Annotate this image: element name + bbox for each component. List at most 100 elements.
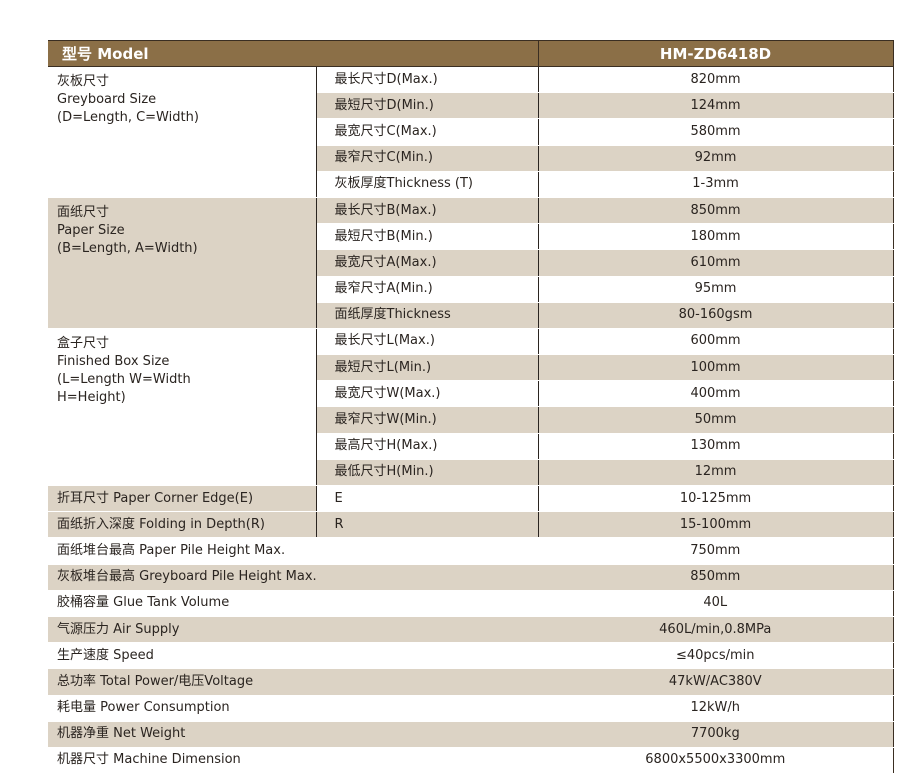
param-label: 总功率 Total Power/电压Voltage — [48, 668, 539, 696]
group-label-line: 面纸尺寸 — [57, 204, 110, 220]
table-row: 灰板堆台最高 Greyboard Pile Height Max. 850mm — [48, 564, 894, 591]
param-name: 最低尺寸H(Min.) — [316, 459, 539, 487]
table-row: 生产速度 Speed ≤40pcs/min — [48, 642, 894, 670]
param-value: 850mm — [538, 197, 894, 225]
param-label: 耗电量 Power Consumption — [48, 695, 539, 722]
param-value: 610mm — [538, 249, 894, 277]
param-value: 580mm — [538, 118, 894, 146]
param-value: 92mm — [538, 145, 894, 172]
param-value: 95mm — [538, 276, 894, 303]
param-symbol: E — [316, 485, 539, 513]
header-row: 型号 Model HM-ZD6418D — [48, 40, 894, 67]
param-value: 130mm — [538, 433, 894, 460]
table-row: 最高尺寸H(Max.) 130mm — [48, 433, 894, 460]
param-value: 6800x5500x3300mm — [538, 747, 894, 774]
table-row: 灰板尺寸 Greyboard Size (D=Length, C=Width) 最长尺… — [48, 66, 894, 198]
param-value: 750mm — [538, 537, 894, 565]
table-row: 最宽尺寸W(Max.) 400mm — [48, 380, 894, 408]
table-row: 总功率 Total Power/电压Voltage 47kW/AC380V — [48, 668, 894, 696]
param-label: 气源压力 Air Supply — [48, 616, 539, 644]
group-label-line: Greyboard Size — [57, 92, 157, 107]
model-label: 型号 Model — [48, 40, 539, 67]
param-value: 12mm — [538, 459, 894, 487]
param-value: 15-100mm — [538, 511, 894, 539]
group-label-line: (B=Length, A=Width) — [57, 240, 198, 256]
group-label: 面纸尺寸 Paper Size (B=Length, A=Width) — [48, 197, 317, 329]
param-value: 80-160gsm — [538, 302, 894, 329]
group-label-line: (D=Length, C=Width) — [57, 110, 199, 125]
param-label: 面纸堆台最高 Paper Pile Height Max. — [48, 537, 539, 565]
param-name: 面纸厚度Thickness — [316, 302, 539, 329]
table-row: 灰板厚度Thickness (T) 1-3mm — [48, 171, 894, 198]
group-label-line: 灰板尺寸 — [57, 74, 110, 89]
param-value: 400mm — [538, 380, 894, 408]
param-value: 600mm — [538, 328, 894, 356]
param-name: 最窄尺寸W(Min.) — [316, 406, 539, 434]
param-name: 最宽尺寸C(Max.) — [316, 118, 539, 146]
param-label: 胶桶容量 Glue Tank Volume — [48, 590, 539, 617]
table-row: 面纸尺寸 Paper Size (B=Length, A=Width) 最长尺寸B(M… — [48, 197, 894, 329]
param-value: 100mm — [538, 354, 894, 382]
table-row: 最短尺寸D(Min.) 124mm — [48, 92, 894, 120]
table-row: 机器净重 Net Weight 7700kg — [48, 721, 894, 748]
table-row: 最窄尺寸C(Min.) 92mm — [48, 145, 894, 172]
param-value: 7700kg — [538, 721, 894, 748]
param-name: 最窄尺寸C(Min.) — [316, 145, 539, 172]
param-label: 灰板堆台最高 Greyboard Pile Height Max. — [48, 564, 539, 591]
group-label-line: 盒子尺寸 — [57, 335, 110, 351]
param-name: 最长尺寸L(Max.) — [316, 328, 539, 356]
param-label: 机器净重 Net Weight — [48, 721, 539, 748]
param-name: 最短尺寸L(Min.) — [316, 354, 539, 382]
param-name: 最短尺寸B(Min.) — [316, 223, 539, 251]
table-row: 面纸折入深度 Folding in Depth(R) R 15-100mm — [48, 511, 894, 539]
param-name: 最宽尺寸A(Max.) — [316, 249, 539, 277]
group-label: 灰板尺寸 Greyboard Size (D=Length, C=Width) — [48, 66, 317, 198]
param-label: 折耳尺寸 Paper Corner Edge(E) — [48, 485, 317, 513]
param-name: 最短尺寸D(Min.) — [316, 92, 539, 120]
group-label-line: Finished Box Size — [57, 353, 170, 369]
table-row: 气源压力 Air Supply 460L/min,0.8MPa — [48, 616, 894, 644]
table-row: 耗电量 Power Consumption 12kW/h — [48, 695, 894, 722]
param-name: 最长尺寸D(Max.) — [316, 66, 539, 94]
group-label-line: (L=Length W=Width — [57, 371, 191, 387]
param-value: 124mm — [538, 92, 894, 120]
param-value: 10-125mm — [538, 485, 894, 513]
param-name: 最长尺寸B(Max.) — [316, 197, 539, 225]
model-value: HM-ZD6418D — [537, 40, 894, 67]
table-row: 最短尺寸B(Min.) 180mm — [48, 223, 894, 251]
table-row: 胶桶容量 Glue Tank Volume 40L — [48, 590, 894, 617]
group-label-line: H=Height) — [57, 389, 126, 405]
table-row: 最窄尺寸W(Min.) 50mm — [48, 406, 894, 434]
param-value: ≤40pcs/min — [538, 642, 894, 670]
param-name: 最高尺寸H(Max.) — [316, 433, 539, 460]
param-label: 面纸折入深度 Folding in Depth(R) — [48, 511, 317, 539]
param-name: 灰板厚度Thickness (T) — [316, 171, 539, 198]
param-symbol: R — [316, 511, 539, 539]
param-name: 最窄尺寸A(Min.) — [316, 276, 539, 303]
table-row: 折耳尺寸 Paper Corner Edge(E) E 10-125mm — [48, 485, 894, 513]
table-row: 机器尺寸 Machine Dimension 6800x5500x3300mm — [48, 747, 894, 774]
table-row: 最窄尺寸A(Min.) 95mm — [48, 276, 894, 303]
param-label: 机器尺寸 Machine Dimension — [48, 747, 539, 774]
spec-table: 型号 Model HM-ZD6418D 灰板尺寸 Greyboard Size (D… — [48, 40, 894, 774]
param-label: 生产速度 Speed — [48, 642, 539, 670]
param-value: 50mm — [538, 406, 894, 434]
param-value: 12kW/h — [538, 695, 894, 722]
group-label-line: Paper Size — [57, 222, 125, 238]
table-row: 面纸堆台最高 Paper Pile Height Max. 750mm — [48, 537, 894, 565]
table-row: 最宽尺寸A(Max.) 610mm — [48, 249, 894, 277]
param-value: 850mm — [538, 564, 894, 591]
param-value: 460L/min,0.8MPa — [538, 616, 894, 644]
param-value: 40L — [538, 590, 894, 617]
param-name: 最宽尺寸W(Max.) — [316, 380, 539, 408]
param-value: 47kW/AC380V — [538, 668, 894, 696]
table-row: 面纸厚度Thickness 80-160gsm — [48, 302, 894, 329]
table-row: 最宽尺寸C(Max.) 580mm — [48, 118, 894, 146]
table-row: 最低尺寸H(Min.) 12mm — [48, 459, 894, 487]
table-row: 盒子尺寸 Finished Box Size (L=Length W=Width H=… — [48, 328, 894, 487]
group-label: 盒子尺寸 Finished Box Size (L=Length W=Width H=… — [48, 328, 317, 487]
param-value: 820mm — [538, 66, 894, 94]
param-value: 180mm — [538, 223, 894, 251]
table-row: 最短尺寸L(Min.) 100mm — [48, 354, 894, 382]
param-value: 1-3mm — [538, 171, 894, 198]
